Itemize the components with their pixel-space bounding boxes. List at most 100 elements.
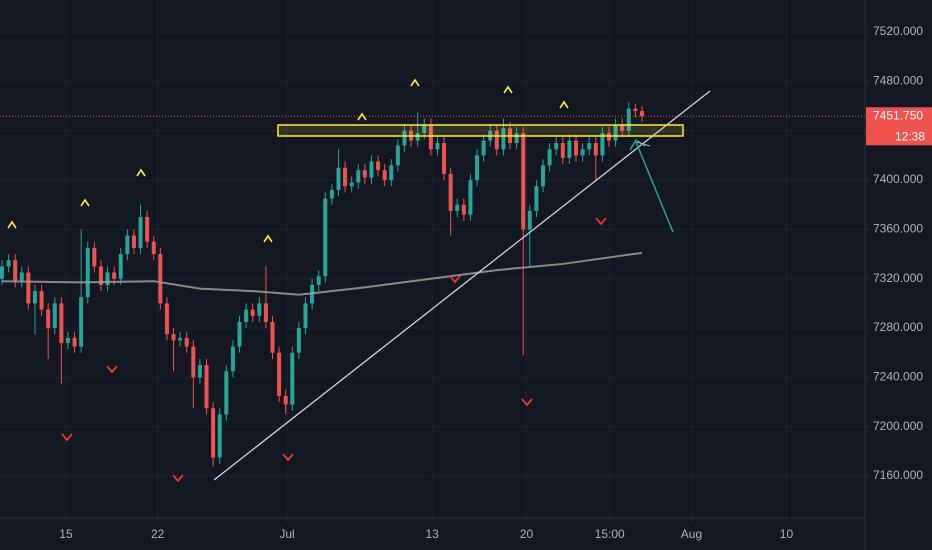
candle-body	[92, 247, 97, 267]
short-line	[636, 141, 651, 147]
candle-body	[574, 140, 579, 156]
y-tick-label: 7200.000	[873, 419, 923, 433]
candle-body	[323, 198, 328, 277]
candle-body	[98, 266, 103, 285]
candle-body	[118, 254, 123, 279]
x-tick-label: 15	[59, 527, 73, 541]
candle-body	[164, 303, 169, 335]
candle-body	[105, 272, 110, 285]
candle-body	[178, 337, 183, 341]
y-tick-label: 7160.000	[873, 468, 923, 482]
candle-body	[72, 337, 77, 347]
candle-body	[534, 186, 539, 211]
candle-body	[217, 414, 222, 458]
candle-body	[501, 128, 506, 150]
candle-body	[560, 143, 565, 158]
candle-body	[349, 182, 354, 187]
candle-body	[250, 309, 255, 316]
candle-body	[593, 143, 598, 156]
candle-body	[329, 189, 334, 199]
candle-body	[362, 170, 367, 178]
x-tick-label: Aug	[681, 527, 702, 541]
resistance-box	[277, 124, 684, 137]
candle-body	[158, 254, 163, 304]
candle-body	[626, 108, 631, 131]
y-tick-label: 7480.000	[873, 74, 923, 88]
candle-body	[336, 167, 341, 190]
candle-body	[422, 124, 427, 134]
candle-body	[112, 272, 117, 279]
candle-body	[580, 149, 585, 156]
candle-body	[316, 276, 321, 285]
candle-body	[343, 167, 348, 187]
candle-body	[455, 204, 460, 211]
x-tick-label: 10	[780, 527, 794, 541]
candle-body	[639, 111, 644, 117]
candle-body	[270, 321, 275, 353]
candle-body	[600, 133, 605, 156]
candle-body	[125, 235, 130, 255]
candle-body	[461, 204, 466, 215]
candle-body	[19, 272, 24, 282]
candle-body	[277, 352, 282, 396]
candle-body	[587, 143, 592, 150]
last-price-label: 7451.750	[873, 108, 923, 122]
candle-body	[26, 272, 31, 304]
candle-body	[369, 161, 374, 178]
candle-body	[521, 133, 526, 230]
candle-body	[290, 352, 295, 405]
countdown-label: 12:38	[895, 129, 925, 143]
candle-body	[475, 155, 480, 181]
candle-body	[402, 130, 407, 146]
candle-body	[151, 241, 156, 255]
candle-body	[257, 303, 262, 316]
candle-body	[303, 303, 308, 329]
y-tick-label: 7400.000	[873, 172, 923, 186]
candle-body	[0, 266, 4, 279]
candle-body	[145, 217, 150, 242]
candle-body	[296, 328, 301, 353]
candle-body	[224, 371, 229, 415]
candle-body	[428, 124, 433, 150]
candle-body	[633, 108, 638, 111]
candle-body	[514, 133, 519, 144]
candle-body	[395, 145, 400, 166]
candle-body	[65, 337, 70, 343]
drawings	[7, 78, 711, 483]
candle-body	[85, 247, 90, 298]
trend-line	[213, 90, 711, 481]
candle-body	[415, 133, 420, 141]
candle-body	[541, 165, 546, 187]
candle-body	[567, 140, 572, 158]
y-tick-label: 7320.000	[873, 271, 923, 285]
candle-body	[244, 309, 249, 322]
candle-body	[13, 260, 18, 282]
candle-body	[613, 124, 618, 141]
candle-body	[468, 180, 473, 215]
y-tick-label: 7520.000	[873, 24, 923, 38]
candle-body	[442, 143, 447, 174]
candle-body	[184, 337, 189, 347]
x-tick-label: 13	[425, 527, 439, 541]
candle-body	[263, 303, 268, 322]
candle-body	[283, 395, 288, 405]
candle-body	[356, 170, 361, 183]
candle-body	[435, 143, 440, 150]
last-price-box	[866, 107, 932, 146]
candle-body	[230, 346, 235, 372]
candle-body	[606, 133, 611, 141]
high-markers	[7, 78, 569, 243]
candle-body	[554, 143, 559, 150]
y-tick-label: 7280.000	[873, 320, 923, 334]
candle-body	[494, 130, 499, 150]
candle-body	[59, 303, 64, 343]
x-tick-label: 22	[151, 527, 165, 541]
candle-body	[211, 408, 216, 458]
low-markers	[61, 217, 607, 483]
candle-body	[376, 161, 381, 171]
candle-body	[131, 235, 136, 248]
candle-body	[448, 173, 453, 211]
candle-body	[481, 140, 486, 156]
candle-body	[46, 309, 51, 329]
